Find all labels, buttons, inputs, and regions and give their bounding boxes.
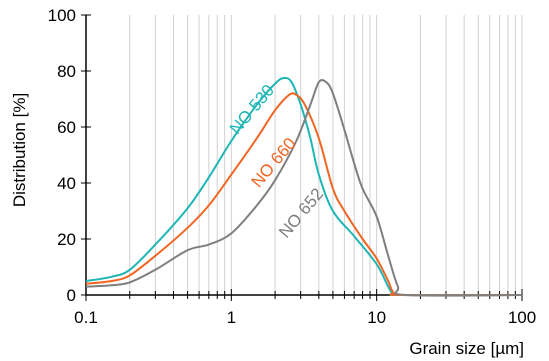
series-line-no-652 (85, 79, 523, 297)
grid-lines (129, 15, 523, 295)
x-tick-label: 100 (508, 308, 536, 327)
axes (85, 15, 522, 296)
x-tick-label: 10 (367, 308, 386, 327)
series-label-no-652: NO 652 (275, 184, 327, 241)
y-axis-title: Distribution [%] (10, 93, 29, 207)
series-line-no-530 (85, 76, 523, 297)
y-tick-label: 40 (57, 174, 76, 193)
y-tick-label: 20 (57, 230, 76, 249)
axis-ticks: 0.1 1 10 100 0 20 40 60 80 100 (48, 6, 537, 327)
y-tick-label: 80 (57, 62, 76, 81)
series-label-no-530: NO 530 (226, 81, 278, 138)
y-tick-label: 100 (48, 6, 76, 25)
y-tick-label: 0 (67, 286, 76, 305)
x-axis-title: Grain size [µm] (409, 339, 524, 358)
x-tick-label: 0.1 (74, 308, 98, 327)
data-series (85, 76, 523, 297)
y-tick-label: 60 (57, 118, 76, 137)
series-line-no-660 (85, 92, 523, 297)
x-tick-label: 1 (227, 308, 236, 327)
